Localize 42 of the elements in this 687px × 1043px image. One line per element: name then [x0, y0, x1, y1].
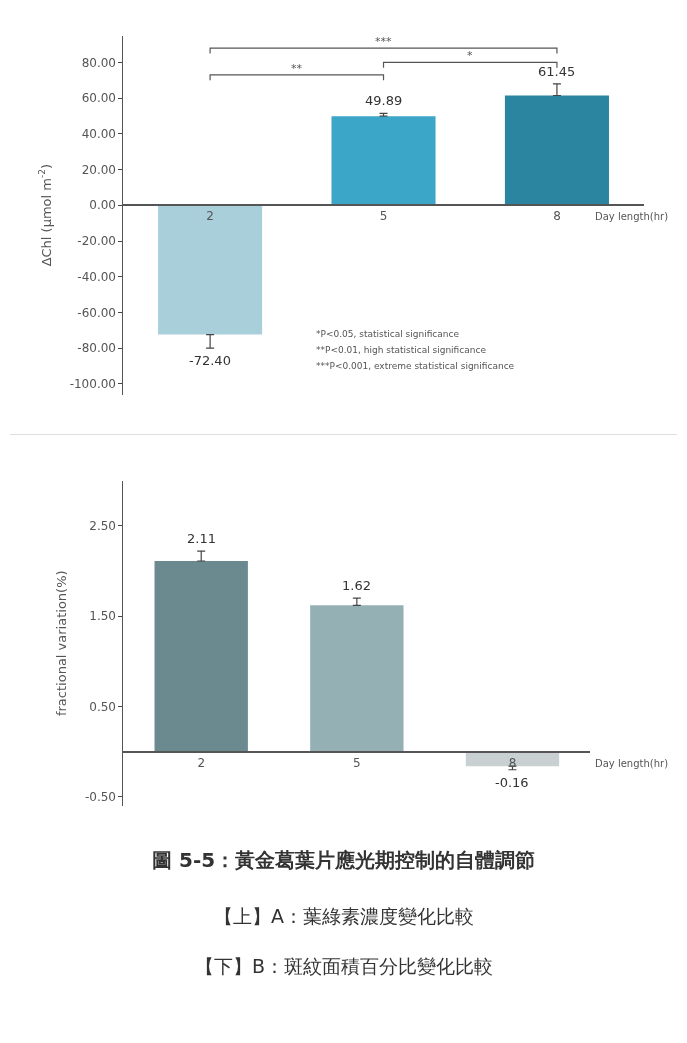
data-label: 49.89: [365, 93, 403, 108]
y-tick-label: -80.00: [77, 341, 116, 356]
x-tick-label: 2: [197, 755, 206, 770]
y-tick-label: -60.00: [77, 305, 116, 320]
annotation: *P<0.05, statistical significance: [316, 329, 460, 339]
x-axis-title: Day length(hr): [595, 211, 669, 222]
y-tick-label: 80.00: [81, 55, 116, 70]
annotation: ***P<0.001, extreme statistical significance: [316, 361, 515, 371]
y-tick-label: 1.50: [89, 609, 116, 624]
caption: 圖 5-5：黃金葛葉片應光期控制的自體調節: [152, 848, 536, 872]
y-tick-label: 0.00: [89, 198, 116, 213]
y-axis-title: fractional variation(%): [53, 570, 69, 717]
y-tick-label: 0.50: [89, 699, 116, 714]
data-label: 61.45: [538, 64, 576, 79]
bar: [504, 95, 609, 206]
x-axis-title: Day length(hr): [595, 758, 669, 769]
y-tick-label: -40.00: [77, 269, 116, 284]
y-tick-label: 20.00: [81, 162, 116, 177]
data-label: -72.40: [189, 353, 231, 368]
bar: [310, 605, 404, 752]
text: 【下】B：斑紋面積百分比變化比較: [195, 955, 494, 977]
y-tick-label: 40.00: [81, 127, 116, 142]
annotation: **P<0.01, high statistical significance: [316, 345, 487, 355]
y-tick-label: -0.50: [84, 790, 116, 805]
annotation: **: [291, 62, 303, 75]
x-tick-label: 5: [379, 209, 388, 224]
bar: [158, 205, 263, 335]
y-tick-label: 60.00: [81, 91, 116, 106]
y-tick-label: -100.00: [69, 377, 116, 392]
x-tick-label: 2: [206, 209, 214, 224]
y-tick-label: -20.00: [77, 234, 116, 249]
data-label: 2.11: [187, 531, 216, 546]
bar: [331, 116, 436, 206]
data-label: 1.62: [342, 578, 371, 593]
annotation: *: [467, 49, 473, 62]
text: 【上】A：葉綠素濃度變化比較: [214, 905, 474, 927]
annotation: ***: [375, 35, 392, 48]
data-label: -0.16: [495, 775, 529, 790]
x-tick-label: 8: [553, 209, 561, 224]
x-tick-label: 5: [353, 755, 361, 770]
bar: [154, 561, 248, 752]
y-tick-label: 2.50: [89, 518, 116, 533]
